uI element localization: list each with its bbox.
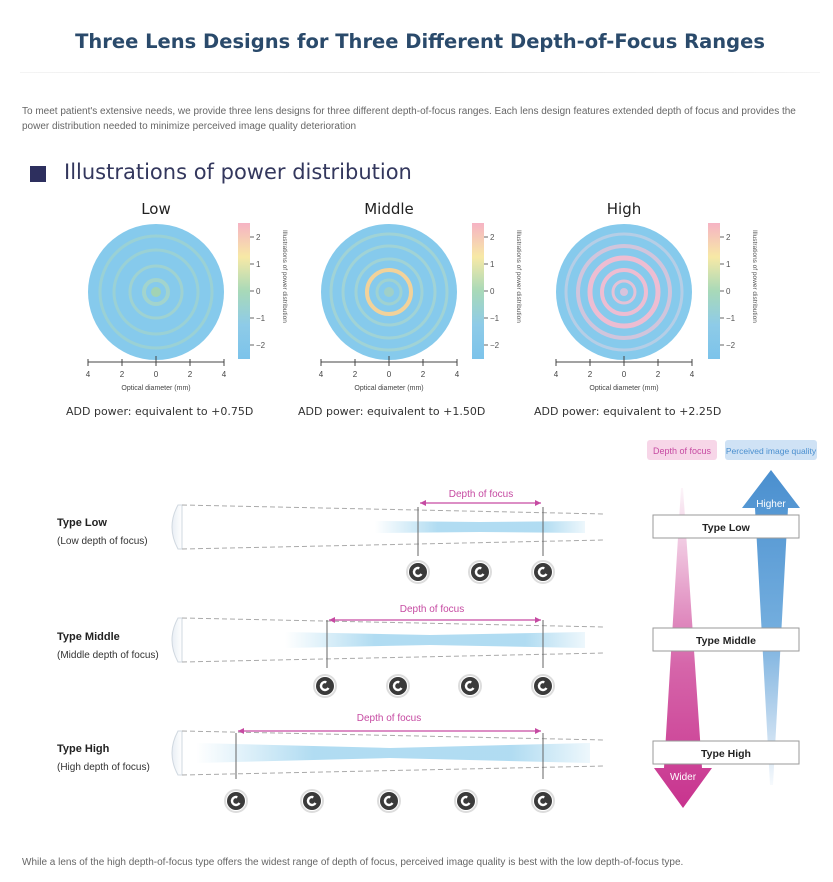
lens-diagram-low: 2 1 0 −1 −2 Illustrations of power distr… <box>86 223 288 392</box>
axis-tick: 4 <box>319 370 324 379</box>
axis-tick: 4 <box>554 370 559 379</box>
axis-tick: 2 <box>188 370 193 379</box>
cbar-tick: −2 <box>726 341 736 350</box>
intro-text: To meet patient's extensive needs, we pr… <box>22 106 796 132</box>
depth-of-focus-label: Depth of focus <box>400 604 464 615</box>
dof-row-low: Depth of focus <box>171 489 606 584</box>
target-icon <box>406 560 555 584</box>
colorbar-label: Illustrations of power distribution <box>281 230 288 323</box>
axis-tick: 2 <box>656 370 661 379</box>
row-sub-low: (Low depth of focus) <box>57 536 148 547</box>
legend-depth-label: Depth of focus <box>653 446 712 456</box>
lens-title-high: High <box>606 200 642 218</box>
axis-tick: 0 <box>154 370 159 379</box>
higher-label: Higher <box>756 499 786 510</box>
lens-caption-high: ADD power: equivalent to +2.25D <box>534 405 722 418</box>
row-type-middle: Type Middle <box>57 631 120 643</box>
cbar-tick: −2 <box>490 341 500 350</box>
axis-label: Optical diameter (mm) <box>589 385 658 392</box>
axis-tick: 2 <box>120 370 125 379</box>
lens-caption-low: ADD power: equivalent to +0.75D <box>66 405 254 418</box>
row-sub-middle: (Middle depth of focus) <box>57 650 159 661</box>
row-type-low: Type Low <box>57 517 107 529</box>
cbar-tick: 0 <box>490 287 495 296</box>
dof-row-high: Depth of focus <box>171 713 606 813</box>
row-type-high: Type High <box>57 743 110 755</box>
cbar-tick: 2 <box>490 233 495 242</box>
axis-label: Optical diameter (mm) <box>354 385 423 392</box>
depth-of-focus-label: Depth of focus <box>357 713 421 724</box>
target-icon <box>224 789 555 813</box>
cbar-tick: 1 <box>256 260 261 269</box>
lens-diagram-high: 2 1 0 −1 −2 Illustrations of power distr… <box>554 223 758 392</box>
cbar-tick: 2 <box>256 233 261 242</box>
footer-note: While a lens of the high depth-of-focus … <box>22 857 684 868</box>
axis-tick: 4 <box>690 370 695 379</box>
cbar-tick: 0 <box>256 287 261 296</box>
axis-label: Optical diameter (mm) <box>121 385 190 392</box>
legend-quality-label: Perceived image quality <box>726 446 817 456</box>
lens-title-low: Low <box>141 200 171 218</box>
axis-tick: 4 <box>86 370 91 379</box>
legend-type-high: Type High <box>701 748 751 760</box>
legend-type-middle: Type Middle <box>696 635 756 647</box>
row-sub-high: (High depth of focus) <box>57 762 150 773</box>
cbar-tick: −1 <box>490 314 500 323</box>
axis-tick: 2 <box>353 370 358 379</box>
page-title: Three Lens Designs for Three Different D… <box>75 30 765 53</box>
axis-tick: 2 <box>588 370 593 379</box>
power-section-heading: Illustrations of power distribution <box>64 160 412 184</box>
axis-tick: 4 <box>222 370 227 379</box>
cbar-tick: 2 <box>726 233 731 242</box>
dof-row-middle: Depth of focus <box>171 604 606 698</box>
depth-of-focus-label: Depth of focus <box>449 489 513 500</box>
cbar-tick: −2 <box>256 341 266 350</box>
axis-tick: 0 <box>387 370 392 379</box>
cbar-tick: 1 <box>490 260 495 269</box>
title-divider <box>20 72 820 73</box>
lens-title-middle: Middle <box>364 200 414 218</box>
colorbar-label: Illustrations of power distribution <box>751 230 758 323</box>
target-icon <box>313 674 555 698</box>
cbar-tick: −1 <box>256 314 266 323</box>
legend-type-low: Type Low <box>702 522 750 534</box>
cbar-tick: −1 <box>726 314 736 323</box>
lens-caption-middle: ADD power: equivalent to +1.50D <box>298 405 486 418</box>
axis-tick: 4 <box>455 370 460 379</box>
cbar-tick: 0 <box>726 287 731 296</box>
cbar-tick: 1 <box>726 260 731 269</box>
lens-diagram-middle: 2 1 0 −1 −2 Illustrations of power distr… <box>319 223 522 392</box>
section-marker <box>30 166 46 182</box>
wider-label: Wider <box>670 772 697 783</box>
colorbar-label: Illustrations of power distribution <box>515 230 522 323</box>
axis-tick: 0 <box>622 370 627 379</box>
axis-tick: 2 <box>421 370 426 379</box>
comparison-legend: Depth of focus Perceived image quality W… <box>647 440 817 808</box>
